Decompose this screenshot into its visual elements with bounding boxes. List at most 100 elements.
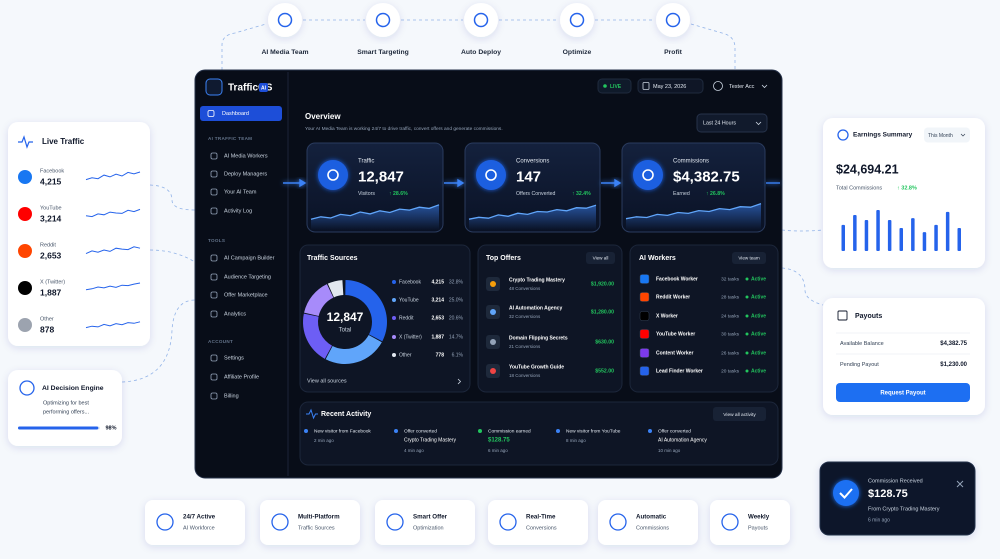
offer-glyph [490,339,496,345]
range-dropdown[interactable] [696,113,768,133]
range[interactable]: Last 24 Hours [703,120,736,126]
period-dropdown[interactable] [924,127,970,143]
sparkline-area [311,204,439,230]
feature-card [710,500,790,545]
check-circle [833,480,859,506]
payout-button-text[interactable]: Request Payout [880,391,925,397]
platform-value: 878 [40,324,54,334]
kpi-change: ↑ 26.8% [706,191,725,197]
legend-value: 778 [436,352,445,358]
earnings-bar [841,224,845,251]
legend-name: Other [399,352,412,358]
nav-icon [210,273,218,281]
notification-card [819,461,976,536]
earnings-icon [837,129,849,141]
legend-dot [392,298,396,302]
platform-name: Other [40,316,54,322]
check-mark [839,488,853,499]
worker-status: Active [751,331,766,337]
nav-item[interactable]: Billing [224,393,239,399]
flow-icon [277,12,293,28]
payout-button[interactable] [836,383,970,402]
donut-segment [325,334,382,364]
kpi-value: $4,382.75 [673,168,740,185]
flow-arrows [283,178,780,188]
sparkline [85,321,141,329]
legend-share: 25.0% [449,297,464,303]
close-icon[interactable] [956,480,964,488]
worker-name: Lead Finder Worker [656,368,703,374]
nav-item[interactable]: Deploy Managers [224,171,267,177]
nav-item[interactable]: Analytics [224,311,246,317]
nav-item[interactable]: Audience Targeting [224,274,271,280]
legend-share: 6.1% [452,352,464,358]
kpi-label: Offers Converted [516,191,556,197]
feature-title: Smart Offer [413,514,448,521]
event-title: Commission earned [488,428,531,434]
platform-value: 1,887 [40,287,62,297]
nav-item[interactable]: AI Campaign Builder [224,255,275,261]
legend-value: 2,653 [431,315,444,321]
nav-icon [210,291,218,299]
panel [629,244,779,393]
nav-item[interactable]: Dashboard [222,111,249,117]
user-name[interactable]: Tester Acc [729,84,755,90]
platform-name: Reddit [40,242,56,248]
payout-label: Pending Payout [840,362,879,368]
panel-link[interactable]: View all sources [307,378,347,384]
feature-icon [609,513,627,531]
panel-button-text[interactable]: View all [593,256,609,261]
panel-button[interactable] [732,252,766,264]
worker-tasks: 24 tasks [721,313,739,319]
arrow [601,178,622,188]
period[interactable]: This Month [928,133,953,139]
legend-name: Reddit [399,315,414,321]
offer-glyph [490,309,496,315]
flow-label: Auto Deploy [461,49,501,56]
legend-dot [392,280,396,284]
event-title: Offer converted [658,428,691,434]
panel-button-text[interactable]: View all activity [723,412,756,418]
nav-icon [210,310,218,318]
nav-item[interactable]: Activity Log [224,208,252,214]
offer-amount: $552.00 [595,368,614,374]
nav-item[interactable]: Settings [224,355,244,361]
payout-label: Available Balance [840,341,884,347]
nav-item[interactable]: Your AI Team [224,189,257,195]
sparkline [85,171,141,181]
legend-value: 4,215 [431,279,444,285]
worker-name: YouTube Worker [656,331,695,337]
nav-item[interactable]: AI Media Workers [224,153,268,159]
nav-icon [210,188,218,196]
nav-item[interactable]: Affiliate Profile [224,374,259,380]
feature-card [375,500,475,545]
feature-title: 24/7 Active [183,514,216,521]
panel-button[interactable] [586,252,615,264]
brand-badge-text: AI [261,85,267,91]
nav-icon [210,152,218,160]
event-time: 8 min ago [566,438,586,443]
card-title: Earnings Summary [853,132,913,139]
earnings-bar [922,232,927,251]
donut-segment [345,280,387,342]
panel-title: AI Workers [639,255,676,262]
kpi-glyph [485,169,497,181]
panel-button[interactable] [713,407,766,421]
nav-active[interactable] [200,106,282,121]
kpi-title: Traffic [358,159,374,165]
earnings-bar [934,224,938,251]
flow-label: Smart Targeting [357,49,409,56]
nav-item[interactable]: Offer Marketplace [224,292,268,298]
platform-icon [18,244,32,258]
kpi-icon [633,160,663,190]
earnings-label: Total Commissions [836,185,882,191]
panel-button-text[interactable]: View team [738,256,760,261]
event-time: 2 min ago [314,438,334,443]
connector [121,299,196,383]
connector [221,23,267,70]
nav-icon [207,110,215,117]
worker-tasks: 28 tasks [721,294,739,300]
worker-status: Active [751,368,766,374]
feature-card [145,500,245,545]
